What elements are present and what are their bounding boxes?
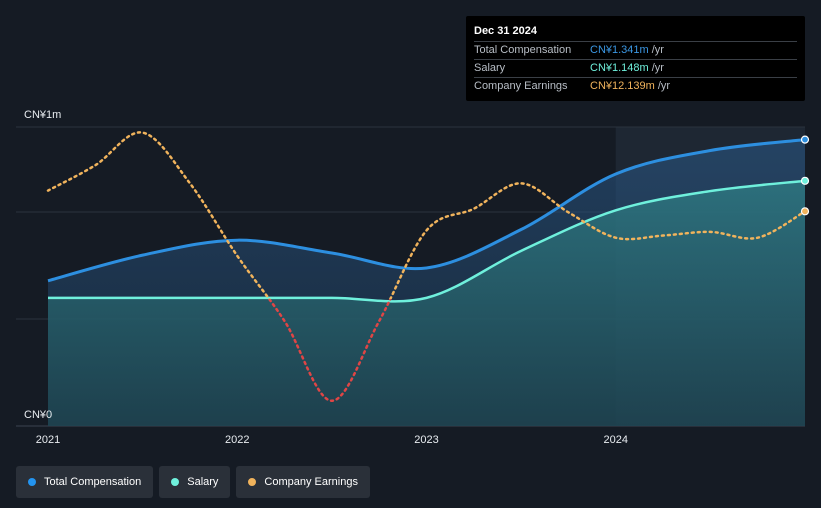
x-tick-label: 2021 bbox=[36, 434, 60, 446]
legend-label: Total Compensation bbox=[44, 476, 142, 488]
tooltip-label: Company Earnings bbox=[474, 80, 568, 92]
tooltip-unit: /yr bbox=[651, 44, 664, 56]
tooltip-value: CN¥1.148m bbox=[590, 62, 649, 74]
tooltip-row-company-earnings: Company Earnings CN¥12.139m /yr bbox=[474, 77, 797, 95]
tooltip-row-salary: Salary CN¥1.148m /yr bbox=[474, 59, 797, 77]
legend-label: Company Earnings bbox=[264, 476, 358, 488]
legend-item-total-compensation[interactable]: Total Compensation bbox=[16, 466, 154, 498]
legend-dot-icon bbox=[248, 478, 257, 486]
legend-item-salary[interactable]: Salary bbox=[159, 466, 231, 498]
salary-area bbox=[48, 180, 805, 426]
salary-end-dot bbox=[800, 176, 810, 185]
legend-item-company-earnings[interactable]: Company Earnings bbox=[236, 466, 370, 498]
tooltip-unit: /yr bbox=[651, 62, 664, 74]
tooltip-date: Dec 31 2024 bbox=[474, 25, 537, 37]
tooltip-label: Salary bbox=[474, 62, 506, 74]
y-tick-label-top: CN¥1m bbox=[24, 109, 61, 121]
tooltip-unit: /yr bbox=[657, 80, 671, 92]
tooltip-value: CN¥1.341m bbox=[590, 44, 649, 56]
salary-line bbox=[48, 179, 806, 303]
company-earnings-end-dot bbox=[800, 207, 810, 216]
total-compensation-line bbox=[47, 138, 806, 283]
x-tick-label: 2023 bbox=[414, 434, 438, 446]
legend: Total Compensation Salary Company Earnin… bbox=[16, 466, 370, 498]
y-tick-label-bottom: CN¥0 bbox=[24, 409, 52, 421]
legend-dot-icon bbox=[171, 478, 180, 486]
company-earnings-line bbox=[46, 131, 807, 300]
legend-label: Salary bbox=[187, 476, 219, 488]
tooltip: Dec 31 2024 Total Compensation CN¥1.341m… bbox=[466, 16, 805, 101]
tooltip-value: CN¥12.139m bbox=[590, 80, 655, 92]
legend-dot-icon bbox=[28, 478, 36, 486]
x-tick-label: 2022 bbox=[225, 434, 249, 446]
x-tick-label: 2024 bbox=[604, 434, 628, 446]
total-compensation-end-dot bbox=[800, 135, 810, 144]
tooltip-row-total-compensation: Total Compensation CN¥1.341m /yr bbox=[474, 41, 797, 59]
tooltip-label: Total Compensation bbox=[474, 44, 572, 56]
